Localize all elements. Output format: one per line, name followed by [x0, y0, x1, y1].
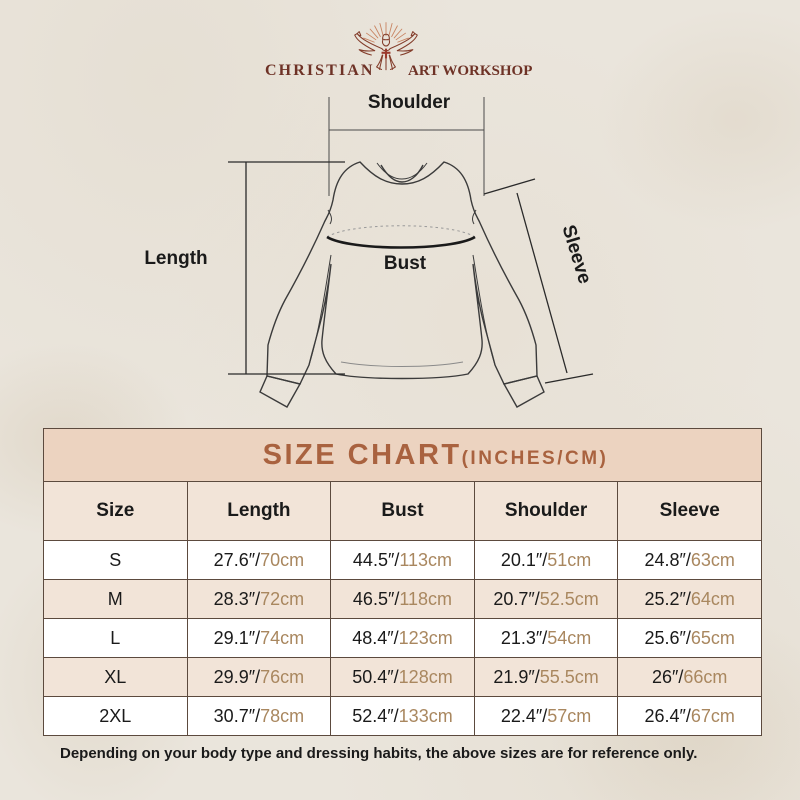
- svg-text:Sleeve: Sleeve: [557, 223, 595, 287]
- svg-text:Bust: Bust: [384, 253, 427, 274]
- svg-text:Shoulder: Shoulder: [368, 92, 451, 113]
- svg-text:Length: Length: [144, 248, 207, 269]
